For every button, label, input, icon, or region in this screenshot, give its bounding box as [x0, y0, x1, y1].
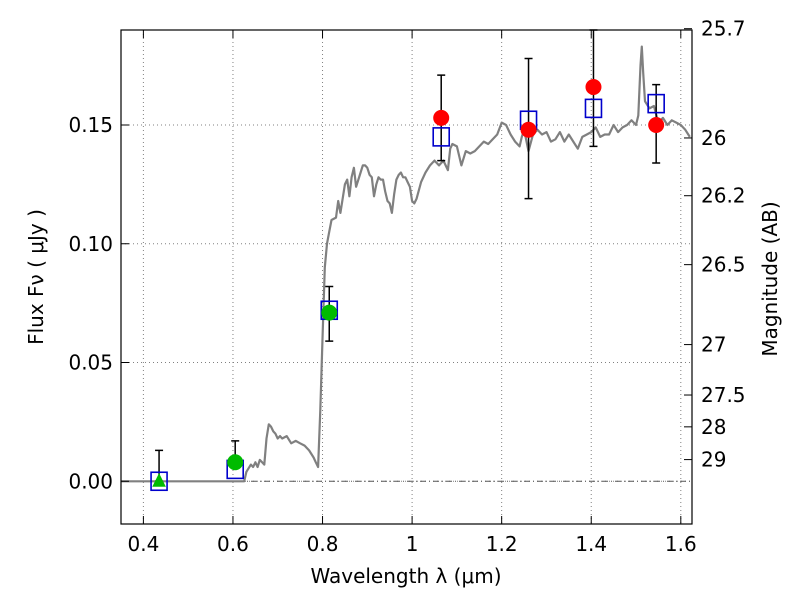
y2-tick-label: 28 — [701, 415, 726, 439]
model-flux-square — [150, 471, 168, 492]
y2-tick-label: 27.5 — [701, 383, 746, 407]
y-tick-label: 0.05 — [68, 351, 113, 375]
plot-frame — [120, 29, 693, 525]
observed-flux-point — [227, 454, 244, 471]
y2-tick-label: 29 — [701, 448, 726, 472]
axis-ticks — [121, 28, 692, 524]
y2-tick-label: 27 — [701, 333, 726, 357]
x-tick-label: 1.2 — [486, 532, 518, 556]
observed-flux-point — [648, 117, 665, 133]
observed-flux-point — [585, 79, 602, 95]
x-tick-label: 1.6 — [665, 532, 697, 556]
sed-model-line — [121, 45, 691, 483]
y2-tick-label: 26.5 — [701, 253, 746, 277]
y-tick-label: 0.15 — [68, 113, 113, 137]
x-tick-label: 0.6 — [217, 532, 249, 556]
y2-tick-label: 26.2 — [701, 184, 746, 208]
y-axis-label: Flux Fν ( μJy ) — [24, 209, 48, 345]
y2-tick-label: 26 — [701, 126, 726, 150]
observation-layer — [152, 79, 665, 487]
observed-flux-point — [520, 121, 537, 138]
y-tick-label: 0.10 — [68, 232, 113, 256]
y2-tick-label: 25.7 — [701, 17, 746, 41]
x-tick-label: 1.4 — [575, 532, 607, 556]
observed-flux-point — [433, 109, 450, 126]
model-flux-square — [584, 98, 603, 119]
observed-flux-point — [321, 304, 338, 321]
tick-labels: 0.4 0.6 0.8 1 1.2 1.4 1.6 0.00 0.05 0.10 0.15 25.7 2… — [68, 17, 745, 556]
x-tick-label: 1 — [406, 532, 419, 556]
x-tick-label: 0.8 — [307, 532, 339, 556]
x-tick-label: 0.4 — [127, 532, 159, 556]
model-flux-square — [432, 127, 451, 147]
x-axis-label: Wavelength λ (μm) — [310, 564, 501, 588]
sed-model-layer — [121, 45, 691, 483]
y-tick-label: 0.00 — [68, 469, 113, 493]
model-flux-square — [647, 93, 665, 114]
y2-axis-label: Magnitude (AB) — [758, 201, 782, 356]
observed-flux-triangle — [152, 473, 166, 487]
